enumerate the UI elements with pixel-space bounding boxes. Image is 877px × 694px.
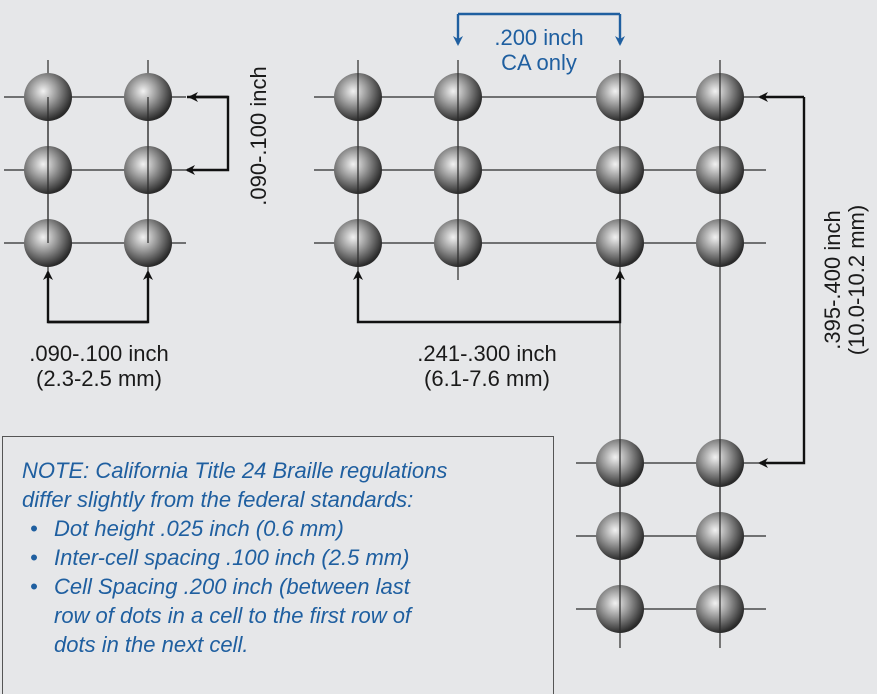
horizontal-dot-spacing-bracket xyxy=(48,270,153,324)
note-list: Dot height .025 inch (0.6 mm) Inter-cell… xyxy=(22,514,553,659)
horizontal-dot-spacing-label: .090-.100 inch xyxy=(29,341,168,366)
note-item-text: Dot height .025 inch (0.6 mm) xyxy=(54,516,344,541)
multi-cell-group xyxy=(314,60,766,648)
single-braille-cell xyxy=(4,60,186,280)
vertical-dot-spacing-label: .090-.100 inch xyxy=(246,66,271,205)
line-spacing-mm-label: (10.0-10.2 mm) xyxy=(844,205,869,355)
note-item-dot-height: Dot height .025 inch (0.6 mm) xyxy=(22,514,553,543)
horizontal-dot-spacing-mm-label: (2.3-2.5 mm) xyxy=(36,366,162,391)
cell-spacing-label: .241-.300 inch xyxy=(417,341,556,366)
line-spacing-label: .395-.400 inch xyxy=(820,210,845,349)
ca-only-label: CA only xyxy=(501,50,577,75)
ca-spacing-label: .200 inch xyxy=(494,25,583,50)
note-item-inter-cell-spacing: Inter-cell spacing .100 inch (2.5 mm) xyxy=(22,543,553,572)
line-spacing-bracket xyxy=(758,97,806,468)
cell-spacing-mm-label: (6.1-7.6 mm) xyxy=(424,366,550,391)
cell-spacing-bracket xyxy=(458,270,625,324)
note-heading-line: differ slightly from the federal standar… xyxy=(22,487,414,512)
horizontal-dot-spacing-arrow xyxy=(43,270,148,324)
california-note-box: NOTE: California Title 24 Braille regula… xyxy=(2,436,554,694)
vertical-dot-spacing-bracket xyxy=(185,95,230,175)
note-item-text: Cell Spacing .200 inch (between last xyxy=(54,574,410,599)
dot-crosshairs xyxy=(357,73,721,633)
note-item-cell-spacing: Cell Spacing .200 inch (between last row… xyxy=(22,572,553,659)
note-heading-line: NOTE: California Title 24 Braille regula… xyxy=(22,458,448,483)
note-item-text: dots in the next cell. xyxy=(54,632,249,657)
note-item-text: row of dots in a cell to the first row o… xyxy=(54,603,412,628)
cell-spacing-arrow xyxy=(353,270,458,324)
note-item-text: Inter-cell spacing .100 inch (2.5 mm) xyxy=(54,545,410,570)
